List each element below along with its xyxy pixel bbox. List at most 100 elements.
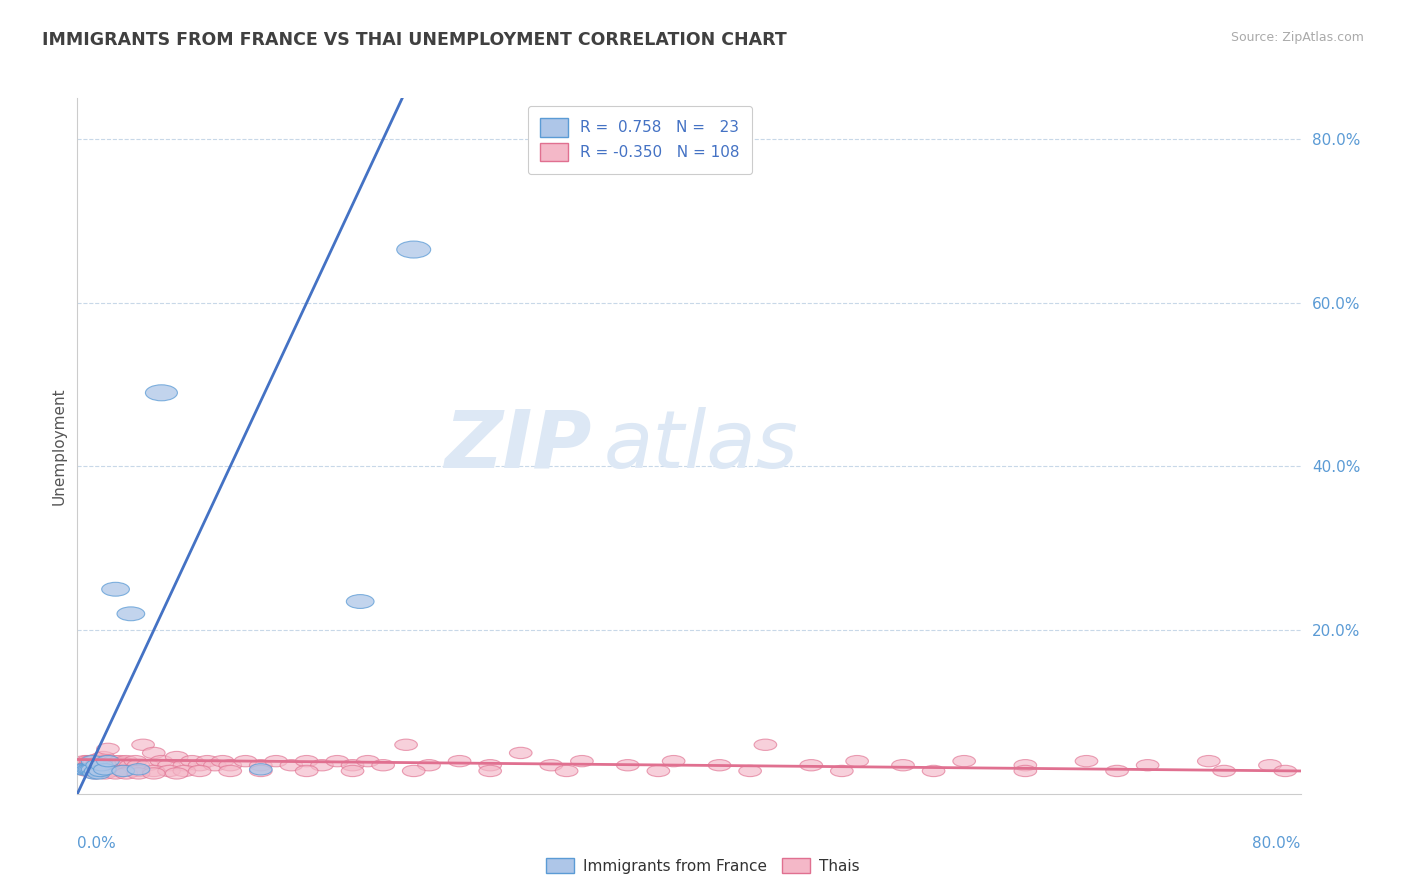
Ellipse shape [142, 768, 165, 779]
Ellipse shape [1105, 765, 1129, 777]
Ellipse shape [127, 768, 150, 779]
Ellipse shape [115, 768, 138, 779]
Ellipse shape [77, 756, 100, 767]
Ellipse shape [846, 756, 869, 767]
Ellipse shape [235, 756, 257, 767]
Ellipse shape [83, 768, 105, 779]
Ellipse shape [86, 765, 108, 777]
Ellipse shape [136, 760, 159, 771]
Ellipse shape [87, 768, 110, 779]
Ellipse shape [738, 765, 762, 777]
Ellipse shape [132, 739, 155, 750]
Legend: R =  0.758   N =   23, R = -0.350   N = 108: R = 0.758 N = 23, R = -0.350 N = 108 [529, 106, 752, 174]
Ellipse shape [326, 756, 349, 767]
Ellipse shape [75, 760, 98, 771]
Text: Source: ZipAtlas.com: Source: ZipAtlas.com [1230, 31, 1364, 45]
Ellipse shape [83, 756, 105, 767]
Ellipse shape [616, 760, 640, 771]
Ellipse shape [70, 764, 93, 775]
Ellipse shape [280, 760, 302, 771]
Ellipse shape [800, 760, 823, 771]
Ellipse shape [342, 760, 364, 771]
Ellipse shape [70, 764, 93, 775]
Ellipse shape [105, 760, 128, 771]
Ellipse shape [1213, 765, 1236, 777]
Ellipse shape [97, 743, 120, 755]
Ellipse shape [1014, 765, 1036, 777]
Ellipse shape [112, 757, 135, 768]
Ellipse shape [120, 765, 142, 777]
Ellipse shape [79, 764, 101, 775]
Text: 80.0%: 80.0% [1253, 836, 1301, 851]
Ellipse shape [73, 764, 96, 775]
Ellipse shape [145, 384, 177, 401]
Ellipse shape [1274, 765, 1296, 777]
Ellipse shape [211, 756, 233, 767]
Ellipse shape [86, 760, 108, 771]
Ellipse shape [115, 756, 138, 767]
Ellipse shape [1198, 756, 1220, 767]
Ellipse shape [142, 765, 165, 777]
Ellipse shape [87, 757, 110, 768]
Ellipse shape [922, 765, 945, 777]
Ellipse shape [84, 760, 107, 771]
Ellipse shape [418, 760, 440, 771]
Ellipse shape [150, 756, 173, 767]
Ellipse shape [509, 747, 531, 758]
Ellipse shape [124, 756, 146, 767]
Ellipse shape [100, 760, 122, 771]
Ellipse shape [82, 764, 104, 775]
Ellipse shape [90, 760, 112, 771]
Ellipse shape [117, 607, 145, 621]
Ellipse shape [346, 595, 374, 608]
Ellipse shape [84, 765, 107, 777]
Ellipse shape [89, 756, 111, 767]
Y-axis label: Unemployment: Unemployment [51, 387, 66, 505]
Ellipse shape [120, 760, 142, 771]
Ellipse shape [709, 760, 731, 771]
Ellipse shape [181, 756, 204, 767]
Ellipse shape [77, 764, 100, 775]
Ellipse shape [195, 756, 218, 767]
Ellipse shape [1136, 760, 1159, 771]
Ellipse shape [173, 765, 195, 777]
Ellipse shape [571, 756, 593, 767]
Ellipse shape [157, 760, 180, 771]
Ellipse shape [101, 582, 129, 596]
Ellipse shape [647, 765, 669, 777]
Ellipse shape [79, 760, 101, 771]
Ellipse shape [219, 765, 242, 777]
Ellipse shape [662, 756, 685, 767]
Ellipse shape [831, 765, 853, 777]
Ellipse shape [1014, 760, 1036, 771]
Ellipse shape [953, 756, 976, 767]
Ellipse shape [97, 756, 120, 767]
Legend: Immigrants from France, Thais: Immigrants from France, Thais [540, 852, 866, 880]
Ellipse shape [94, 764, 117, 775]
Ellipse shape [77, 765, 100, 777]
Ellipse shape [402, 765, 425, 777]
Ellipse shape [173, 760, 195, 771]
Ellipse shape [342, 765, 364, 777]
Ellipse shape [112, 765, 135, 777]
Ellipse shape [249, 764, 273, 775]
Ellipse shape [104, 768, 127, 779]
Ellipse shape [371, 760, 395, 771]
Ellipse shape [311, 760, 333, 771]
Ellipse shape [249, 760, 273, 771]
Ellipse shape [555, 765, 578, 777]
Ellipse shape [395, 739, 418, 750]
Ellipse shape [754, 739, 776, 750]
Ellipse shape [219, 760, 242, 771]
Ellipse shape [82, 757, 104, 768]
Ellipse shape [479, 760, 502, 771]
Ellipse shape [396, 241, 430, 258]
Ellipse shape [166, 768, 188, 779]
Ellipse shape [94, 760, 117, 771]
Ellipse shape [90, 760, 112, 771]
Ellipse shape [80, 756, 103, 767]
Ellipse shape [166, 751, 188, 763]
Ellipse shape [94, 768, 117, 779]
Ellipse shape [112, 765, 135, 777]
Text: atlas: atlas [603, 407, 799, 485]
